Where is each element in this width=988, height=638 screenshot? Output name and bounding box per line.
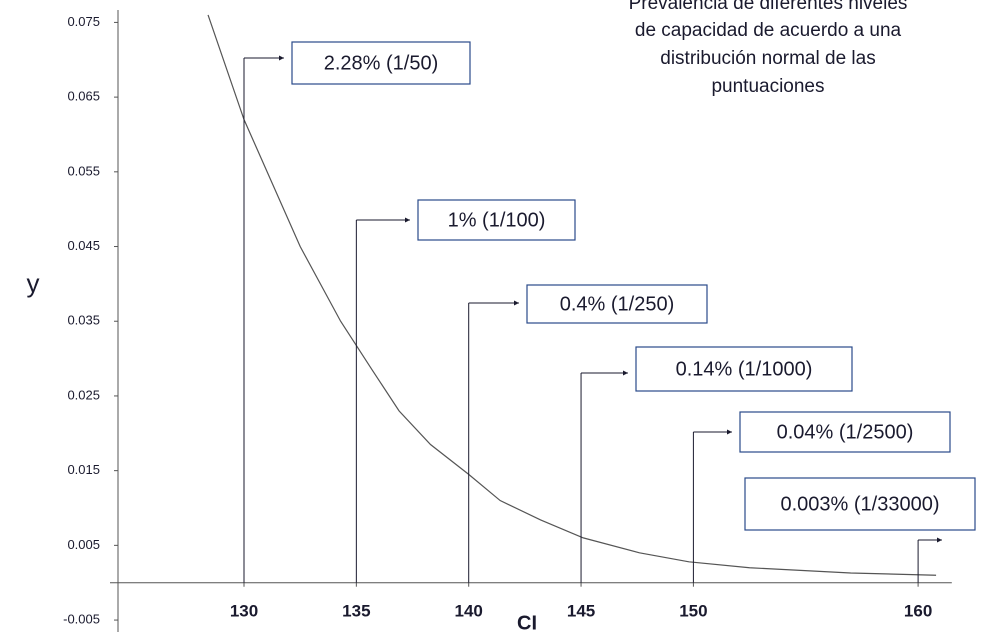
y-tick-label: 0.075 bbox=[67, 14, 100, 29]
chart-title: distribución normal de las bbox=[660, 48, 875, 69]
annotation-text: 2.28% (1/50) bbox=[324, 52, 439, 74]
y-tick-label: 0.045 bbox=[67, 238, 100, 253]
y-tick-label: 0.005 bbox=[67, 537, 100, 552]
y-tick-label: -0.005 bbox=[63, 611, 100, 626]
x-axis-label: CI bbox=[517, 612, 537, 634]
annotation-box bbox=[291, 41, 471, 85]
annotation-text: 1% (1/100) bbox=[448, 209, 546, 231]
y-tick-label: 0.065 bbox=[67, 89, 100, 104]
y-tick-label: 0.015 bbox=[67, 462, 100, 477]
annotation-text: 0.14% (1/1000) bbox=[676, 358, 813, 380]
y-tick-label: 0.055 bbox=[67, 163, 100, 178]
annotation-box bbox=[739, 411, 951, 453]
annotation-box bbox=[526, 284, 708, 324]
x-tick-label: 140 bbox=[455, 601, 483, 620]
y-tick-label: 0.035 bbox=[67, 313, 100, 328]
curve bbox=[207, 14, 937, 576]
annotation-text: 0.003% (1/33000) bbox=[780, 493, 939, 515]
annotation-text: 0.4% (1/250) bbox=[560, 293, 675, 315]
chart-title: de capacidad de acuerdo a una bbox=[635, 20, 902, 41]
chart-title: puntuaciones bbox=[711, 76, 824, 97]
annotation-box bbox=[635, 346, 853, 392]
annotation-text: 0.04% (1/2500) bbox=[777, 421, 914, 443]
annotation-box bbox=[744, 477, 976, 531]
x-tick-label: 160 bbox=[904, 601, 932, 620]
y-tick-label: 0.025 bbox=[67, 387, 100, 402]
y-axis-label: y bbox=[27, 268, 40, 298]
chart-title: Prevalencia de diferentes niveles bbox=[629, 0, 908, 14]
x-tick-label: 145 bbox=[567, 601, 595, 620]
x-tick-label: 150 bbox=[679, 601, 707, 620]
x-tick-label: 135 bbox=[342, 601, 370, 620]
annotation-box bbox=[417, 199, 576, 241]
x-tick-label: 130 bbox=[230, 601, 258, 620]
